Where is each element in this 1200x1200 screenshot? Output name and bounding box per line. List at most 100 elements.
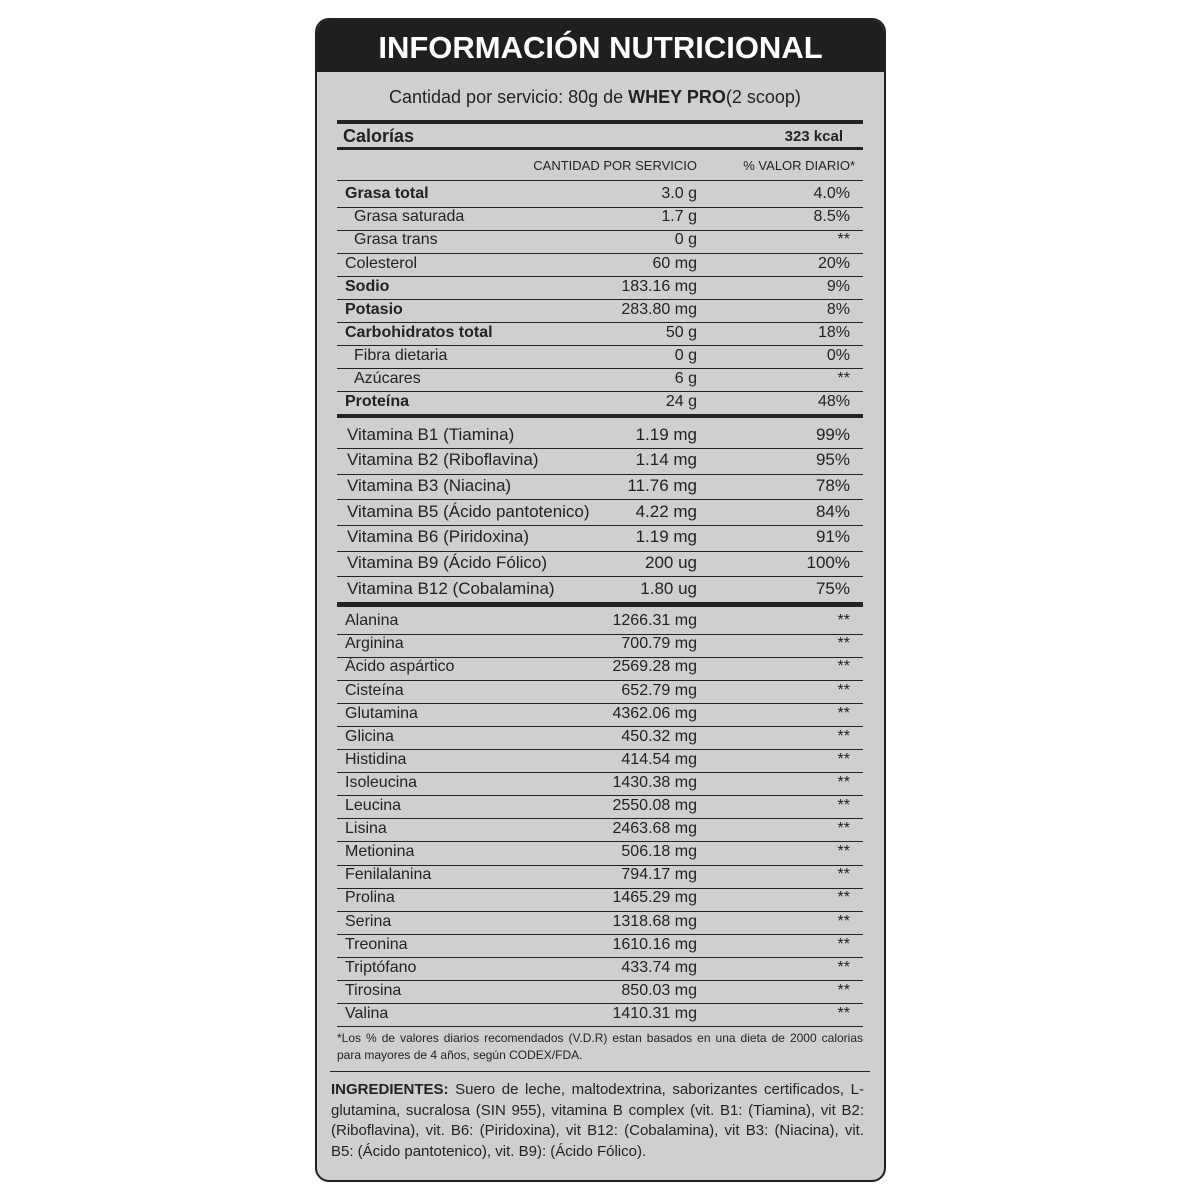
row-dv: ** xyxy=(837,889,850,907)
row-amount: 2569.28 mg xyxy=(612,658,697,676)
row-amount: 433.74 mg xyxy=(621,958,697,976)
row-amount: 200 ug xyxy=(645,553,697,573)
column-header: % VALOR DIARIO* xyxy=(743,158,855,173)
row-rule xyxy=(337,956,863,958)
row-dv: 48% xyxy=(817,393,850,411)
row-name: Tirosina xyxy=(345,981,402,999)
row-name: Metionina xyxy=(345,843,415,861)
row-rule xyxy=(337,864,863,866)
row-name: Potasio xyxy=(345,300,403,318)
footnote: *Los % de valores diarios recomendados (… xyxy=(337,1031,863,1062)
rule xyxy=(337,147,863,150)
row-dv: ** xyxy=(837,843,850,861)
row-amount: 414.54 mg xyxy=(621,750,697,768)
row-name: Carbohidratos total xyxy=(345,323,493,341)
row-rule xyxy=(337,524,863,526)
row-name: Vitamina B5 (Ácido pantotenico) xyxy=(347,501,590,521)
row-rule xyxy=(337,252,863,254)
row-amount: 794.17 mg xyxy=(621,866,697,884)
row-amount: 283.80 mg xyxy=(621,300,697,318)
row-amount: 1.14 mg xyxy=(635,450,697,470)
row-amount: 652.79 mg xyxy=(621,681,697,699)
row-dv: ** xyxy=(837,681,850,699)
row-amount: 850.03 mg xyxy=(621,981,697,999)
rule xyxy=(337,414,863,418)
row-dv: ** xyxy=(837,231,850,249)
row-dv: ** xyxy=(837,797,850,814)
row-rule xyxy=(337,1003,863,1005)
row-amount: 1.7 g xyxy=(661,208,697,226)
row-dv: ** xyxy=(837,1004,850,1022)
row-dv: 84% xyxy=(815,501,850,521)
row-name: Proteína xyxy=(345,393,410,411)
row-dv: 8.5% xyxy=(813,208,850,226)
row-name: Lisina xyxy=(345,820,387,838)
row-dv: 95% xyxy=(815,450,850,470)
row-amount: 2463.68 mg xyxy=(612,820,697,838)
row-name: Grasa saturada xyxy=(354,208,465,226)
row-name: Triptófano xyxy=(345,958,417,976)
row-amount: 1465.29 mg xyxy=(612,889,697,907)
row-name: Cisteína xyxy=(345,681,404,699)
row-dv: ** xyxy=(837,750,850,768)
row-dv: 75% xyxy=(815,578,850,598)
row-amount: 1.19 mg xyxy=(635,424,697,444)
row-dv: 4.0% xyxy=(813,185,850,203)
row-rule xyxy=(337,679,863,681)
row-dv: ** xyxy=(837,370,850,387)
row-dv: 91% xyxy=(815,527,850,547)
row-name: Ácido aspártico xyxy=(345,658,455,676)
row-rule xyxy=(337,725,863,727)
row-rule xyxy=(337,887,863,889)
row-rule xyxy=(337,1026,863,1028)
row-name: Leucina xyxy=(345,797,402,814)
row-amount: 60 mg xyxy=(652,254,697,272)
row-dv: ** xyxy=(837,912,850,930)
rule xyxy=(337,603,863,607)
calories-value: 323 kcal xyxy=(784,128,843,145)
row-amount: 0 g xyxy=(674,231,697,249)
row-dv: ** xyxy=(837,612,850,630)
row-rule xyxy=(337,841,863,843)
row-amount: 1266.31 mg xyxy=(612,612,697,630)
row-amount: 50 g xyxy=(665,323,697,341)
row-amount: 183.16 mg xyxy=(621,277,697,295)
row-name: Grasa trans xyxy=(354,231,438,249)
row-dv: 18% xyxy=(817,323,850,341)
rule xyxy=(330,1071,870,1072)
row-rule xyxy=(337,910,863,912)
row-rule xyxy=(337,980,863,982)
row-dv: ** xyxy=(837,935,850,953)
row-amount: 506.18 mg xyxy=(621,843,697,861)
row-name: Vitamina B3 (Niacina) xyxy=(347,476,512,496)
row-name: Vitamina B9 (Ácido Fólico) xyxy=(347,553,547,573)
row-rule xyxy=(337,391,863,393)
row-name: Vitamina B1 (Tiamina) xyxy=(347,424,515,444)
row-dv: 9% xyxy=(826,277,850,295)
row-name: Vitamina B12 (Cobalamina) xyxy=(347,578,555,598)
row-amount: 0 g xyxy=(674,346,697,364)
row-name: Treonina xyxy=(345,935,408,953)
calories-label: Calorías xyxy=(343,126,415,146)
row-dv: ** xyxy=(837,866,850,884)
ingredients-label: INGREDIENTES: xyxy=(331,1081,449,1098)
row-dv: ** xyxy=(837,658,850,676)
row-name: Prolina xyxy=(345,889,395,907)
serving-prefix: Cantidad por servicio: 80g de xyxy=(389,87,624,107)
row-rule xyxy=(337,795,863,797)
row-rule xyxy=(337,550,863,552)
row-rule xyxy=(337,229,863,231)
product: WHEY PRO xyxy=(628,87,726,107)
row-rule xyxy=(337,206,863,208)
row-name: Glicina xyxy=(345,727,394,745)
row-name: Alanina xyxy=(345,612,399,630)
row-amount: 1.80 ug xyxy=(640,578,697,598)
row-amount: 11.76 mg xyxy=(627,476,697,496)
ingredients: INGREDIENTES: Suero de leche, maltodextr… xyxy=(331,1080,864,1162)
serving-suffix: (2 scoop) xyxy=(725,87,801,107)
row-name: Fibra dietaria xyxy=(354,346,448,364)
row-name: Sodio xyxy=(345,277,390,295)
row-name: Fenilalanina xyxy=(345,866,432,884)
row-dv: 78% xyxy=(815,476,850,496)
